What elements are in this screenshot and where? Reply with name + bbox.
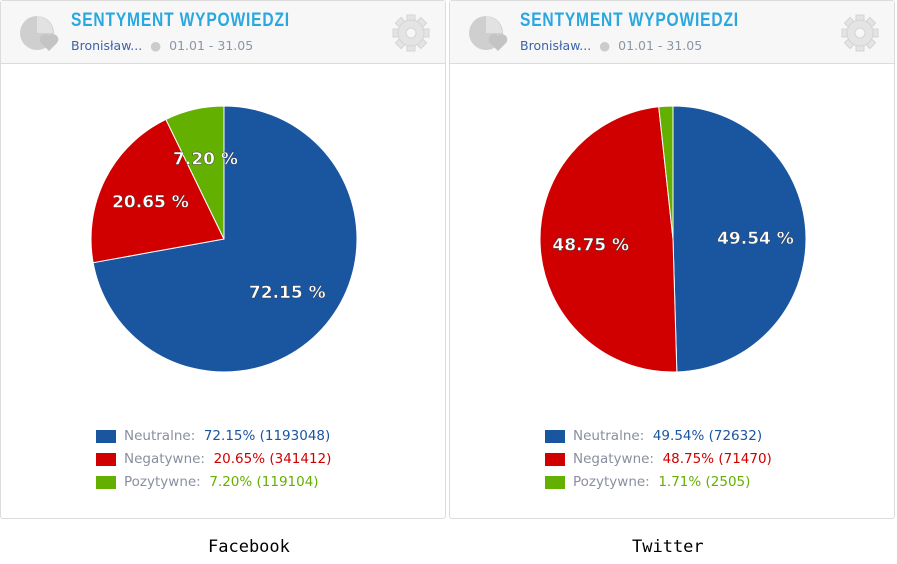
caption-facebook: Facebook [208, 537, 290, 557]
slice-label-negative: 20.65 % [112, 193, 189, 213]
chart-legend: Neutralne: 72.15% (1193048) Negatywne: 20… [96, 425, 331, 494]
legend-swatch [96, 476, 116, 489]
gear-icon[interactable] [391, 13, 431, 53]
widget-title: SENTYMENT WYPOWIEDZI [71, 10, 290, 31]
pie-slice-positive[interactable] [165, 105, 225, 240]
legend-item-positive[interactable]: Pozytywne: 1.71% (2505) [545, 471, 772, 494]
legend-value: 7.20% (119104) [209, 474, 319, 490]
sentiment-widget-twitter: SENTYMENT WYPOWIEDZI Bronisław... ● 01.01 … [449, 0, 895, 519]
widget-title: SENTYMENT WYPOWIEDZI [520, 10, 739, 31]
pie-slice-negative[interactable] [539, 106, 678, 373]
widget-subtitle: Bronisław... ● 01.01 - 31.05 [520, 38, 703, 53]
legend-value: 72.15% (1193048) [203, 428, 331, 444]
gear-icon[interactable] [840, 13, 880, 53]
legend-swatch [545, 476, 565, 489]
widget-subtitle: Bronisław... ● 01.01 - 31.05 [71, 38, 254, 53]
pie-slice-negative[interactable] [90, 118, 225, 264]
pie-slice-neutral[interactable] [92, 105, 358, 373]
legend-value: 20.65% (341412) [213, 451, 332, 467]
slice-label-neutral: 49.54 % [717, 229, 794, 249]
legend-label: Neutralne: [573, 428, 645, 444]
legend-swatch [96, 430, 116, 443]
profile-name-link[interactable]: Bronisław... [71, 38, 143, 53]
legend-item-neutral[interactable]: Neutralne: 49.54% (72632) [545, 425, 772, 448]
date-range[interactable]: 01.01 - 31.05 [618, 38, 703, 53]
legend-item-negative[interactable]: Negatywne: 48.75% (71470) [545, 448, 772, 471]
legend-label: Pozytywne: [573, 474, 650, 490]
widget-header: SENTYMENT WYPOWIEDZI Bronisław... ● 01.01 … [1, 1, 445, 64]
caption-twitter: Twitter [632, 537, 704, 557]
legend-label: Negatywne: [573, 451, 654, 467]
pie-heart-icon [20, 16, 59, 51]
slice-label-positive: 7.20 % [173, 150, 238, 170]
legend-label: Pozytywne: [124, 474, 201, 490]
legend-label: Neutralne: [124, 428, 196, 444]
legend-value: 1.71% (2505) [658, 474, 751, 490]
date-range[interactable]: 01.01 - 31.05 [169, 38, 254, 53]
pie-heart-icon [469, 16, 508, 51]
legend-value: 48.75% (71470) [662, 451, 772, 467]
legend-item-negative[interactable]: Negatywne: 20.65% (341412) [96, 448, 331, 471]
legend-label: Negatywne: [124, 451, 205, 467]
legend-value: 49.54% (72632) [652, 428, 763, 444]
slice-label-neutral: 72.15 % [249, 283, 326, 303]
legend-item-positive[interactable]: Pozytywne: 7.20% (119104) [96, 471, 331, 494]
widget-header: SENTYMENT WYPOWIEDZI Bronisław... ● 01.01 … [450, 1, 894, 64]
slice-label-negative: 48.75 % [552, 236, 629, 256]
pie-slice-neutral[interactable] [672, 105, 807, 373]
legend-item-neutral[interactable]: Neutralne: 72.15% (1193048) [96, 425, 331, 448]
pie-chart: 72.15 % 20.65 % 7.20 % [90, 105, 358, 373]
legend-swatch [545, 430, 565, 443]
profile-name-link[interactable]: Bronisław... [520, 38, 592, 53]
legend-swatch [96, 453, 116, 466]
pie-chart: 49.54 % 48.75 % [539, 105, 807, 373]
chart-legend: Neutralne: 49.54% (72632) Negatywne: 48.7… [545, 425, 772, 494]
legend-swatch [545, 453, 565, 466]
pie-slice-positive[interactable] [658, 105, 674, 240]
sentiment-widget-facebook: SENTYMENT WYPOWIEDZI Bronisław... ● 01.01 … [0, 0, 446, 519]
